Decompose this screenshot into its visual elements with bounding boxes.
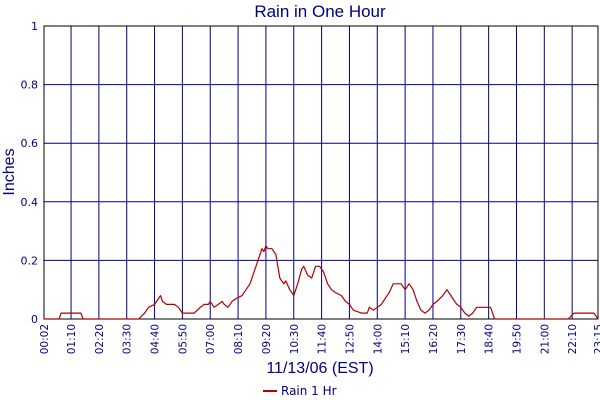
- x-tick-label: 18:40: [484, 324, 496, 354]
- series-rain-1-hr: [44, 245, 599, 320]
- x-tick-label: 23:15: [593, 324, 600, 354]
- y-tick-label: 0.8: [21, 79, 39, 92]
- series-line: [44, 245, 599, 320]
- x-tick-label: 05:50: [177, 324, 189, 354]
- x-tick-label: 11:40: [317, 324, 329, 354]
- y-axis-label: Inches: [1, 148, 18, 195]
- x-tick-label: 17:30: [456, 324, 468, 354]
- x-axis-ticks: 00:02 01:10 02:20 03:30 04:40 05:50 07:00 08:10…: [39, 324, 600, 354]
- x-tick-label: 01:10: [66, 324, 78, 354]
- x-tick-label: 15:10: [400, 324, 412, 354]
- chart-grid: [44, 26, 598, 319]
- x-tick-label: 14:00: [372, 324, 384, 354]
- x-tick-label: 22:10: [567, 324, 579, 354]
- x-tick-label: 00:02: [39, 324, 51, 354]
- legend: Rain 1 Hr: [263, 384, 337, 398]
- y-tick-label: 0.4: [21, 196, 39, 209]
- x-tick-label: 02:20: [94, 324, 106, 354]
- y-tick-label: 0: [31, 313, 38, 326]
- x-tick-label: 08:10: [233, 324, 245, 354]
- x-axis-label: 11/13/06 (EST): [266, 360, 373, 377]
- x-tick-label: 07:00: [205, 324, 217, 354]
- y-tick-label: 1: [31, 20, 38, 33]
- x-tick-label: 09:20: [261, 324, 273, 354]
- x-tick-label: 16:20: [428, 324, 440, 354]
- x-tick-label: 21:00: [539, 324, 551, 354]
- x-tick-label: 03:30: [122, 324, 134, 354]
- x-tick-label: 19:50: [511, 324, 523, 354]
- y-tick-label: 0.6: [21, 137, 39, 150]
- chart-title: Rain in One Hour: [254, 2, 386, 21]
- x-tick-label: 04:40: [150, 324, 162, 354]
- y-axis-ticks: 0 0.2 0.4 0.6 0.8 1: [21, 20, 39, 326]
- x-tick-label: 12:50: [344, 324, 356, 354]
- legend-label: Rain 1 Hr: [281, 384, 337, 398]
- x-tick-label: 10:30: [289, 324, 301, 354]
- y-tick-label: 0.2: [21, 254, 39, 267]
- plot-area-border: [43, 25, 599, 320]
